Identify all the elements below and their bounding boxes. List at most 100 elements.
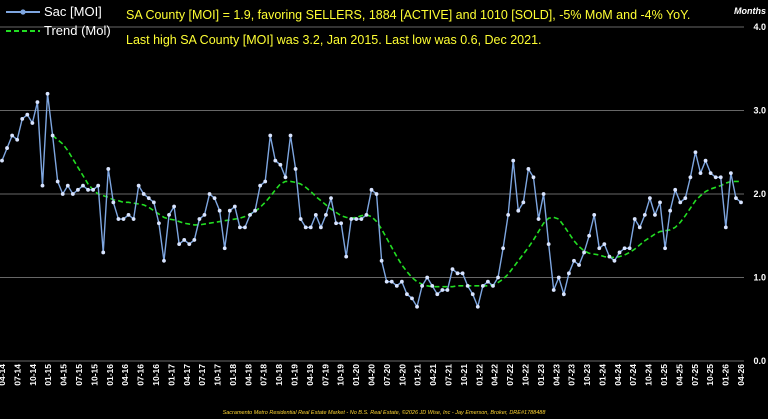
data-point-sac (273, 158, 278, 163)
headline-current: SA County [MOI] = 1.9, favoring SELLERS,… (126, 8, 690, 22)
data-point-sac (162, 258, 166, 263)
data-point-sac (496, 275, 500, 280)
x-tick-label: 04-21 (428, 364, 438, 386)
data-point-sac (688, 175, 693, 180)
data-point-sac (592, 212, 597, 217)
data-point-sac (577, 263, 581, 267)
data-point-sac (663, 246, 667, 251)
data-point-sac (435, 292, 440, 297)
data-point-sac (349, 217, 354, 221)
data-point-sac (339, 221, 344, 226)
data-point-sac (212, 196, 217, 201)
x-tick-label: 07-22 (505, 364, 515, 386)
data-point-sac (369, 187, 374, 192)
data-point-sac (0, 158, 4, 163)
data-point-sac (713, 175, 718, 180)
data-point-sac (121, 217, 126, 221)
data-point-sac (192, 238, 197, 242)
x-tick-label: 01-16 (105, 364, 115, 386)
data-point-sac (516, 208, 521, 213)
legend-sac-label: Sac [MOI] (44, 4, 102, 19)
data-point-sac (313, 212, 318, 217)
data-point-sac (187, 242, 192, 247)
x-tick-label: 04-20 (367, 364, 377, 386)
data-point-sac (491, 283, 495, 288)
data-point-sac (81, 183, 85, 188)
data-point-sac (698, 171, 703, 176)
data-point-sac (96, 183, 101, 188)
data-point-sac (172, 204, 176, 209)
data-point-sac (374, 192, 379, 196)
footer-credit: Sacramento Metro Residential Real Estate… (223, 409, 547, 416)
legend-trend-label: Trend (Mol) (44, 23, 111, 38)
series-layer (0, 91, 743, 310)
data-point-sac (5, 146, 9, 150)
data-point-sac (298, 217, 303, 221)
data-point-sac (455, 271, 460, 276)
data-point-sac (647, 196, 652, 201)
data-point-sac (637, 225, 642, 230)
data-point-sac (415, 304, 419, 309)
data-point-sac (653, 212, 657, 217)
data-point-sac (10, 133, 15, 138)
data-point-sac (76, 187, 80, 192)
data-point-sac (15, 137, 20, 142)
data-point-sac (237, 225, 242, 230)
x-tick-label: 04-24 (613, 364, 623, 386)
x-tick-label: 07-14 (12, 364, 22, 386)
data-point-sac (263, 179, 268, 184)
data-point-sac (379, 258, 384, 263)
data-point-sac (65, 183, 70, 188)
x-tick-label: 10-19 (336, 364, 346, 386)
data-point-sac (60, 192, 65, 196)
x-tick-label: 10-24 (644, 364, 654, 386)
x-tick-label: 07-23 (567, 364, 577, 386)
data-point-sac (632, 217, 637, 221)
data-point-sac (86, 187, 90, 192)
x-tick-label: 04-22 (490, 364, 500, 386)
data-point-sac (531, 175, 536, 180)
data-point-sac (248, 212, 252, 217)
x-tick-label: 04-15 (59, 364, 69, 386)
data-point-sac (141, 192, 146, 196)
x-tick-label: 07-16 (136, 364, 146, 386)
data-point-sac (597, 246, 602, 251)
data-point-sac (111, 200, 116, 205)
x-tick-label: 04-14 (0, 364, 7, 386)
data-point-sac (521, 200, 526, 205)
x-tick-label: 04-26 (736, 364, 746, 386)
data-point-sac (217, 208, 222, 213)
data-point-sac (673, 187, 678, 192)
data-point-sac (131, 217, 136, 221)
data-point-sac (587, 233, 592, 238)
x-tick-label: 01-26 (721, 364, 731, 386)
x-tick-label: 04-19 (305, 364, 315, 386)
data-point-sac (734, 196, 738, 201)
data-point-sac (511, 158, 516, 163)
data-point-sac (359, 217, 364, 221)
data-point-sac (20, 116, 25, 121)
data-point-sac (607, 254, 612, 259)
data-point-sac (723, 225, 728, 230)
data-point-sac (642, 212, 647, 217)
data-point-sac (683, 196, 688, 201)
data-point-sac (394, 283, 399, 288)
data-point-sac (389, 279, 394, 284)
data-point-sac (50, 133, 55, 138)
data-point-sac (253, 208, 257, 213)
x-tick-label: 01-21 (413, 364, 423, 386)
x-tick-label: 07-19 (320, 364, 330, 386)
data-point-sac (207, 192, 212, 196)
data-point-sac (612, 258, 617, 263)
data-point-sac (602, 242, 607, 247)
x-tick-label: 07-24 (628, 364, 638, 386)
data-point-sac (329, 196, 333, 201)
x-tick-label: 07-17 (197, 364, 207, 386)
y-axis-title: Months (734, 6, 766, 16)
data-point-sac (551, 288, 556, 292)
data-point-sac (268, 133, 273, 138)
data-point-sac (384, 279, 389, 284)
data-point-sac (572, 258, 576, 263)
